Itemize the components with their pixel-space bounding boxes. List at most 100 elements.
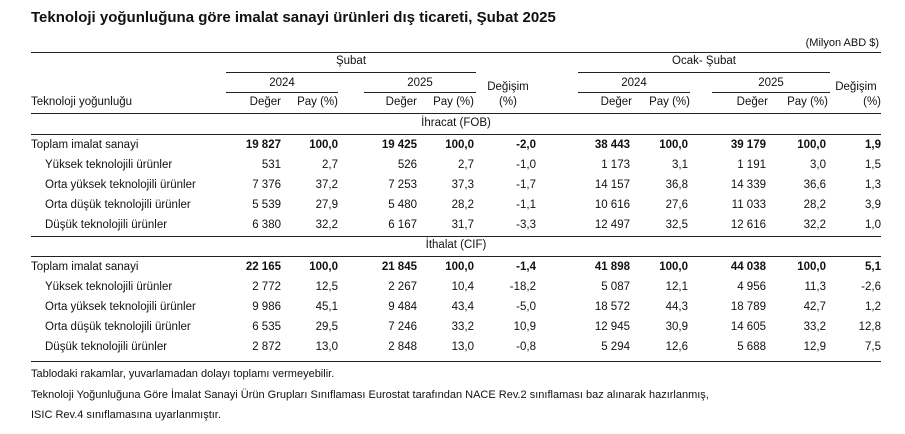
change-pct-label-feb: (%)	[499, 96, 517, 108]
year-2024-janfeb-rule	[578, 92, 690, 93]
cell-value-2025-janfeb: 1 191	[737, 159, 766, 171]
year-2024-feb-rule	[226, 92, 338, 93]
cell-share-2024-janfeb: 36,8	[665, 179, 688, 191]
cell-value-2024-janfeb: 5 294	[601, 341, 630, 353]
cell-share-2024-feb: 13,0	[315, 341, 338, 353]
cell-change-janfeb: 7,5	[865, 341, 881, 353]
cell-value-2024-janfeb: 12 497	[594, 219, 630, 231]
cell-value-2024-feb: 2 772	[252, 281, 281, 293]
cell-value-2025-feb: 526	[397, 159, 417, 171]
cell-share-2025-feb: 28,2	[451, 199, 474, 211]
section-import-title: İthalat (CIF)	[425, 239, 487, 251]
cell-share-2025-feb: 31,7	[451, 219, 474, 231]
section-import-top-rule	[31, 236, 881, 237]
footnote-isic: ISIC Rev.4 sınıflamasına uyarlanmıştır.	[31, 409, 221, 421]
cell-change-feb: -1,4	[516, 261, 536, 273]
year-2025-feb-rule	[364, 92, 476, 93]
cell-value-2025-janfeb: 12 616	[730, 219, 766, 231]
table-row: Orta düşük teknolojili ürünler 5 539 27,9 5…	[31, 195, 881, 215]
cell-change-janfeb: 1,2	[865, 301, 881, 313]
total-row: Toplam imalat sanayi 19 827 100,0 19 425 100…	[31, 135, 881, 155]
cell-share-2024-feb: 100,0	[309, 139, 338, 151]
row-label: Toplam imalat sanayi	[31, 261, 139, 273]
cell-value-2024-janfeb: 14 157	[594, 179, 630, 191]
cell-share-2024-janfeb: 44,3	[665, 301, 688, 313]
cell-value-2025-feb: 2 267	[388, 281, 417, 293]
section-export-title: İhracat (FOB)	[421, 117, 491, 129]
row-label: Düşük teknolojili ürünler	[45, 219, 168, 231]
cell-value-2025-janfeb: 18 789	[730, 301, 766, 313]
table-row: Düşük teknolojili ürünler 6 380 32,2 6 167 3…	[31, 215, 881, 235]
year-2024-janfeb: 2024	[621, 77, 647, 89]
row-label: Toplam imalat sanayi	[31, 139, 139, 151]
cell-change-janfeb: 1,5	[865, 159, 881, 171]
data-table-import: Toplam imalat sanayi 22 165 100,0 21 845 100…	[31, 257, 881, 357]
cell-value-2025-feb: 7 246	[388, 321, 417, 333]
cell-share-2025-feb: 43,4	[451, 301, 474, 313]
cell-value-2025-janfeb: 11 033	[731, 199, 766, 211]
cell-share-2025-feb: 13,0	[451, 341, 474, 353]
year-2025-janfeb-rule	[712, 92, 830, 93]
cell-share-2025-feb: 100,0	[445, 139, 474, 151]
cell-value-2025-janfeb: 44 038	[730, 261, 766, 273]
header-bottom-rule	[31, 113, 881, 114]
cell-share-2025-janfeb: 32,2	[803, 219, 826, 231]
cell-change-janfeb: 1,0	[865, 219, 881, 231]
cell-change-feb: -0,8	[516, 341, 536, 353]
footnote-rounding: Tablodaki rakamlar, yuvarlamadan dolayı …	[31, 368, 335, 380]
cell-share-2025-janfeb: 36,6	[803, 179, 826, 191]
unit-label: (Milyon ABD $)	[805, 37, 879, 49]
cell-value-2025-feb: 5 480	[388, 199, 417, 211]
change-pct-label-janfeb: (%)	[863, 96, 881, 108]
table-row: Düşük teknolojili ürünler 2 872 13,0 2 848 1…	[31, 337, 881, 357]
footnote-methodology: Teknoloji Yoğunluğuna Göre İmalat Sanayi…	[31, 389, 709, 401]
cell-share-2025-janfeb: 12,9	[803, 341, 826, 353]
cell-change-feb: -1,1	[516, 199, 536, 211]
cell-share-2025-feb: 2,7	[458, 159, 474, 171]
cell-value-2025-feb: 21 845	[381, 261, 417, 273]
page-title: Teknoloji yoğunluğuna göre imalat sanayi…	[31, 9, 556, 26]
cell-value-2024-feb: 9 986	[252, 301, 281, 313]
cell-value-2024-feb: 531	[261, 159, 281, 171]
cell-change-feb: -1,7	[516, 179, 536, 191]
cell-change-janfeb: 1,3	[865, 179, 881, 191]
section-export-rule	[31, 134, 881, 135]
cell-value-2025-janfeb: 5 688	[737, 341, 766, 353]
data-table-export: Toplam imalat sanayi 19 827 100,0 19 425 100…	[31, 135, 881, 235]
header-top-rule	[31, 52, 881, 53]
cell-share-2025-feb: 100,0	[445, 261, 474, 273]
cell-change-feb: -2,0	[516, 139, 536, 151]
cell-value-2025-feb: 7 253	[388, 179, 417, 191]
cell-change-feb: 10,9	[513, 321, 536, 333]
cell-change-janfeb: 3,9	[865, 199, 881, 211]
table-row: Orta yüksek teknolojili ürünler 7 376 37,2…	[31, 175, 881, 195]
cell-share-2024-janfeb: 27,6	[665, 199, 688, 211]
cell-share-2025-feb: 33,2	[451, 321, 474, 333]
cell-value-2025-janfeb: 14 605	[730, 321, 766, 333]
cell-value-2024-feb: 5 539	[252, 199, 281, 211]
cell-value-2025-janfeb: 14 339	[730, 179, 766, 191]
cell-share-2025-janfeb: 11,3	[804, 281, 826, 293]
cell-share-2025-feb: 37,3	[451, 179, 474, 191]
cell-value-2024-janfeb: 38 443	[594, 139, 630, 151]
col-value-2025-janfeb: Değer	[736, 96, 768, 108]
row-label-header: Teknoloji yoğunluğu	[31, 96, 133, 108]
table-row: Yüksek teknolojili ürünler 531 2,7 526 2,7 -1…	[31, 155, 881, 175]
cell-change-feb: -5,0	[516, 301, 536, 313]
cell-value-2025-feb: 2 848	[388, 341, 417, 353]
cell-share-2024-feb: 29,5	[315, 321, 338, 333]
cell-share-2025-janfeb: 28,2	[803, 199, 826, 211]
period-feb-label: Şubat	[335, 55, 367, 67]
cell-change-janfeb: 12,8	[858, 321, 881, 333]
cell-value-2024-janfeb: 18 572	[594, 301, 630, 313]
cell-value-2024-janfeb: 10 616	[594, 199, 630, 211]
cell-value-2024-feb: 2 872	[252, 341, 281, 353]
row-label: Orta düşük teknolojili ürünler	[45, 321, 191, 333]
section-import-rule	[31, 256, 881, 257]
col-share-2025-feb: Pay (%)	[433, 96, 474, 108]
cell-share-2025-janfeb: 33,2	[803, 321, 826, 333]
cell-share-2024-janfeb: 12,6	[665, 341, 688, 353]
cell-share-2024-janfeb: 100,0	[659, 261, 688, 273]
table-bottom-rule	[31, 361, 881, 362]
cell-share-2025-janfeb: 100,0	[797, 139, 826, 151]
